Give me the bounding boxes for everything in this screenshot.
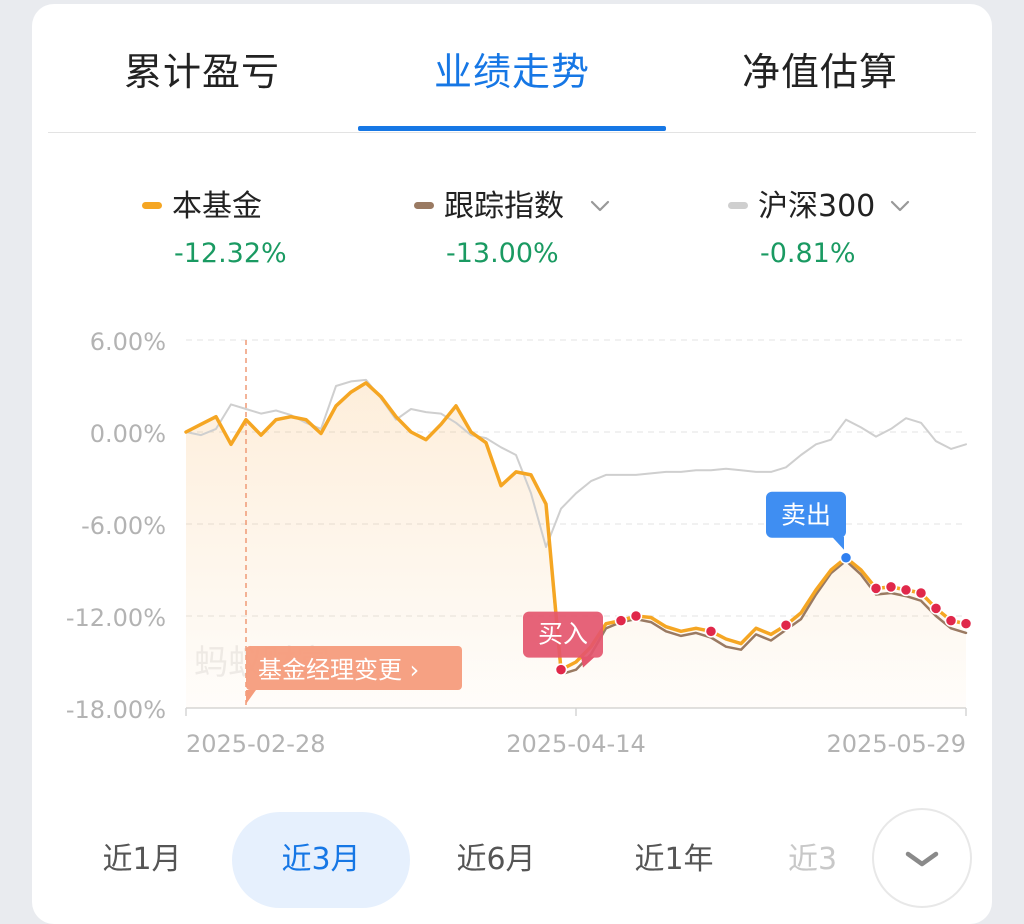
tab-divider [48, 132, 976, 133]
time-range-selector: 近1月 近3月 近6月 近1年 近3 [32, 804, 992, 908]
y-tick-label: -18.00% [66, 696, 166, 724]
trade-dot[interactable] [884, 580, 898, 594]
trade-dot[interactable] [554, 663, 568, 676]
chevron-down-icon[interactable] [888, 194, 912, 218]
legend-label: 本基金 [172, 189, 262, 224]
tab-nav-estimate[interactable]: 净值估算 [741, 50, 898, 94]
legend-swatch [728, 202, 748, 209]
range-3-months[interactable]: 近3月 [232, 812, 410, 908]
tab-bar: 累计盈亏 业绩走势 净值估算 [32, 4, 992, 133]
trade-dot[interactable] [629, 609, 643, 623]
trade-dot[interactable] [944, 614, 958, 627]
buy-marker-bubble[interactable] [523, 611, 603, 658]
legend-return-value: -0.81% [760, 238, 856, 269]
fund-line [184, 381, 968, 672]
legend-swatch [414, 202, 434, 209]
y-tick-label: -6.00% [81, 512, 166, 540]
manager-change-label: 基金经理变更 › [258, 656, 419, 684]
range-3-years[interactable]: 近3 [788, 842, 838, 877]
buy-marker-pointer [581, 656, 595, 668]
legend-return-value: -13.00% [446, 238, 559, 269]
performance-line-chart[interactable]: 6.00% 0.00% -6.00% -12.00% -18.00% 2025-02-28… [32, 324, 992, 764]
range-6-months[interactable]: 近6月 [456, 842, 536, 877]
legend-label: 沪深300 [758, 189, 876, 224]
trade-dot[interactable] [929, 602, 943, 615]
tab-cumulative-pnl[interactable]: 累计盈亏 [123, 50, 280, 94]
x-tick-label: 2025-02-28 [186, 730, 325, 758]
trade-dot[interactable] [914, 586, 928, 600]
expand-ranges-button[interactable] [872, 808, 972, 908]
y-tick-label: 6.00% [90, 328, 166, 356]
trade-dot[interactable] [899, 583, 913, 597]
y-tick-label: 0.00% [90, 420, 166, 448]
legend-swatch [142, 202, 162, 209]
sell-marker-label: 卖出 [781, 501, 831, 530]
legend-return-value: -12.32% [174, 238, 287, 269]
active-tab-indicator [358, 126, 666, 131]
fund-performance-card: 累计盈亏 业绩走势 净值估算 本基金 -12.32% 跟踪指数 -13.00% … [32, 4, 992, 924]
trade-dot[interactable] [779, 618, 793, 632]
chevron-down-icon[interactable] [588, 194, 612, 218]
fund-area-fill [186, 382, 966, 708]
legend-tracking-index[interactable]: 跟踪指数 -13.00% [414, 184, 644, 284]
trade-dot[interactable] [614, 614, 628, 627]
trade-dot[interactable] [704, 625, 718, 638]
legend-this-fund: 本基金 -12.32% [142, 184, 362, 284]
manager-change-tag[interactable] [246, 646, 462, 690]
sell-dot[interactable] [839, 551, 853, 564]
range-1-year[interactable]: 近1年 [634, 842, 714, 877]
sell-marker-bubble[interactable] [766, 491, 846, 538]
x-tick-label: 2025-05-29 [827, 730, 966, 758]
chevron-down-icon [905, 851, 939, 867]
sell-marker-pointer [832, 536, 844, 550]
legend-csi300[interactable]: 沪深300 -0.81% [728, 184, 948, 284]
buy-marker-label: 买入 [538, 620, 588, 649]
manager-change-tag-pointer [246, 690, 256, 704]
trade-dot[interactable] [959, 617, 973, 630]
tab-performance-trend[interactable]: 业绩走势 [433, 50, 590, 94]
range-1-month[interactable]: 近1月 [102, 842, 182, 877]
trade-dot[interactable] [869, 582, 883, 595]
y-tick-label: -12.00% [66, 604, 166, 632]
legend-label: 跟踪指数 [444, 189, 564, 224]
x-tick-label: 2025-04-14 [506, 730, 645, 758]
